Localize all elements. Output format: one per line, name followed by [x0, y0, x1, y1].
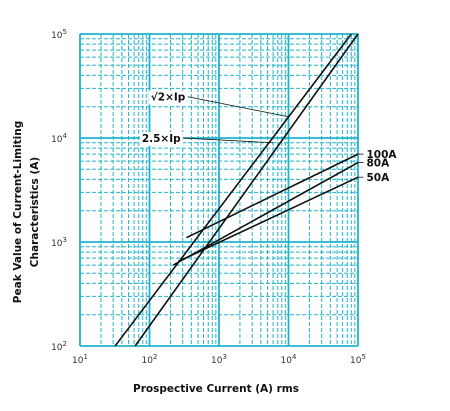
curves — [114, 33, 359, 347]
label-leader-line — [182, 137, 274, 144]
series-line — [177, 176, 359, 263]
series-line — [114, 33, 352, 347]
y-tick-label: 103 — [51, 236, 67, 249]
y-tick-label: 104 — [51, 132, 67, 145]
curve-label: 2.5×Ip — [142, 133, 181, 145]
label-leader-line — [187, 96, 289, 118]
y-axis-label-group: Peak Value of Current-Limiting Character… — [12, 121, 41, 303]
curve-label: 80A — [367, 158, 391, 170]
x-tick-label: 101 — [72, 353, 88, 366]
curve-label: 100A — [367, 149, 398, 161]
y-axis-label-line2: Characteristics (A) — [29, 157, 41, 267]
y-tick-label: 105 — [51, 28, 67, 41]
curve-label-background — [139, 132, 184, 146]
x-tick-label: 103 — [211, 353, 227, 366]
series-line — [172, 161, 359, 266]
tick-labels: 101 102 103 104 105 102 103 104 105 — [51, 28, 366, 366]
curve-label-background — [148, 90, 188, 105]
curve-label: √2×Ip — [151, 92, 186, 104]
y-axis-label-line1: Peak Value of Current-Limiting — [12, 121, 24, 303]
grid — [79, 33, 359, 347]
series-line — [134, 33, 359, 347]
x-tick-label: 104 — [281, 353, 297, 366]
x-tick-label: 105 — [350, 353, 366, 366]
x-axis-label: Prospective Current (A) rms — [133, 383, 299, 395]
series-line — [186, 153, 359, 239]
x-tick-label: 102 — [142, 353, 158, 366]
curve-label: 50A — [367, 172, 391, 184]
y-tick-label: 102 — [51, 340, 67, 353]
